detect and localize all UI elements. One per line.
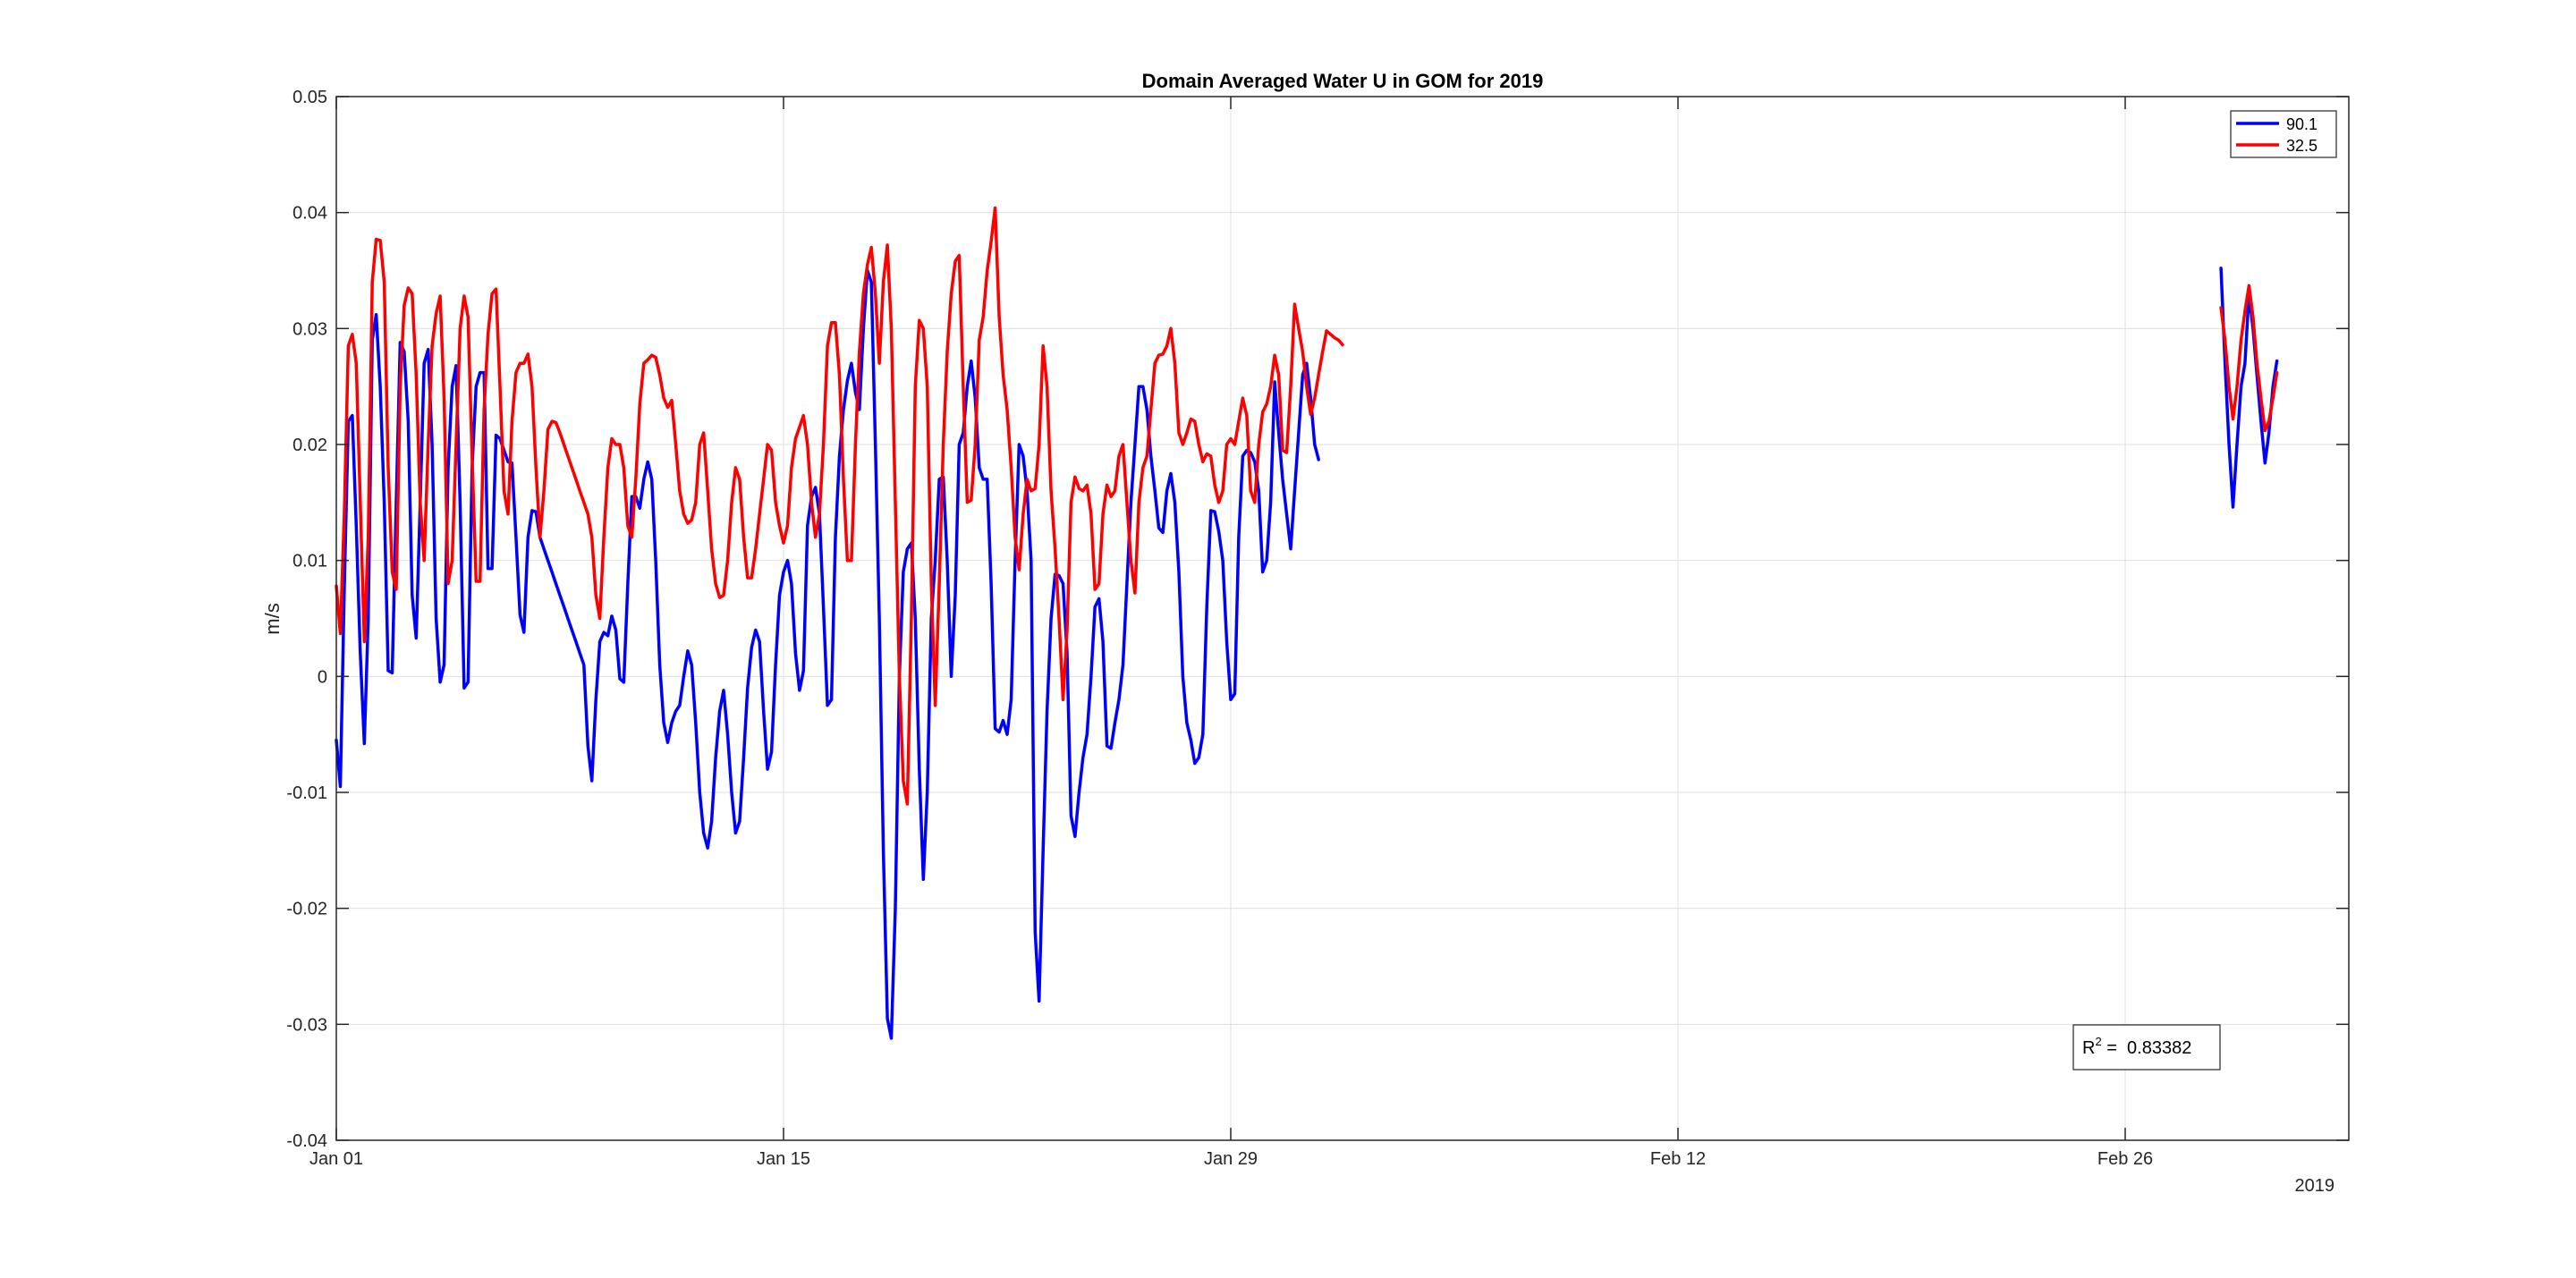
annotation-r-label: R: [2082, 1038, 2095, 1058]
tick-label-x-jan-29: Jan 29: [1204, 1149, 1258, 1169]
annotation-text: R2 = 0.83382: [2082, 1035, 2191, 1058]
chart-title: Domain Averaged Water U in GOM for 2019: [1142, 70, 1544, 92]
tick-labels: -0.04 -0.03 -0.02 -0.01 0 0.01 0.02 0.03 0.04 0.0…: [286, 88, 2153, 1169]
tick-label-y-0: 0: [318, 667, 327, 687]
series-90-1-line-segment-1: [335, 268, 1320, 1040]
ticks: [335, 96, 2349, 1141]
tick-label-y-0-03: 0.03: [292, 319, 327, 339]
legend-box: [2230, 110, 2337, 158]
series-32-5-line-segment-1: [335, 206, 1344, 806]
tick-label-y-0-01: 0.01: [292, 552, 327, 571]
tick-label-y-0-02: 0.02: [292, 436, 327, 455]
tick-label-y-neg0-04: -0.04: [286, 1131, 327, 1151]
series-32-5-line-segment-2: [2219, 284, 2279, 433]
x-axis-year-label: 2019: [2295, 1176, 2335, 1196]
tick-label-y-neg0-03: -0.03: [286, 1015, 327, 1035]
legend-entry-32-5: 32.5: [2286, 137, 2318, 155]
tick-label-x-feb-12: Feb 12: [1650, 1149, 1706, 1169]
tick-label-y-neg0-02: -0.02: [286, 900, 327, 919]
annotation-box: [2072, 1024, 2221, 1071]
annotation-superscript: 2: [2095, 1035, 2101, 1048]
plot-area: [336, 97, 2349, 1140]
tick-label-y-0-05: 0.05: [292, 88, 327, 107]
legend-entry-90-1: 90.1: [2286, 115, 2318, 133]
tick-label-x-jan-01: Jan 01: [309, 1149, 363, 1169]
tick-label-y-0-04: 0.04: [292, 204, 327, 224]
tick-label-x-jan-15: Jan 15: [757, 1149, 810, 1169]
tick-label-y-neg0-01: -0.01: [286, 783, 327, 803]
r-squared-annotation: R2 = 0.83382: [2072, 1024, 2221, 1071]
series-layer: [335, 206, 2279, 1040]
axes-box: [335, 96, 2350, 1141]
annotation-value: = 0.83382: [2102, 1038, 2192, 1058]
y-axis-label: m/s: [261, 603, 284, 634]
tick-label-x-feb-26: Feb 26: [2097, 1149, 2153, 1169]
series-32-5: [335, 206, 2279, 806]
legend: 90.1 32.5: [2230, 110, 2337, 158]
